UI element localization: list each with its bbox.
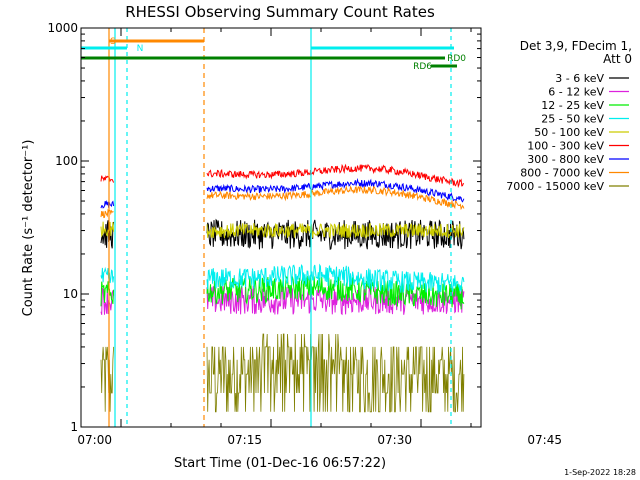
legend-label-2: 12 - 25 keV <box>541 99 604 112</box>
y-tick-label-1: 1 <box>70 420 78 434</box>
axis-layer: 110100100007:0007:1507:3007:4508:0008:15… <box>47 21 562 447</box>
series-7000-15000-seg1 <box>100 346 114 412</box>
legend-label-5: 100 - 300 keV <box>527 140 604 153</box>
series-25-50-seg2 <box>206 263 465 294</box>
legend-label-8: 7000 - 15000 keV <box>506 180 604 193</box>
night-label: N <box>137 44 144 54</box>
series-100-300-seg2 <box>206 163 465 189</box>
generation-timestamp: 1-Sep-2022 18:28 <box>564 468 636 477</box>
x-tick-label-0730: 07:30 <box>377 433 412 447</box>
series-3-6-seg2 <box>206 218 465 251</box>
annotation-layer: S N RD0 RD6 <box>81 28 466 427</box>
x-tick-label-0700: 07:00 <box>77 433 112 447</box>
legend-label-0: 3 - 6 keV <box>555 72 604 85</box>
series-800-7000-seg2 <box>206 185 465 211</box>
legend-label-1: 6 - 12 keV <box>548 86 604 99</box>
y-tick-label-1000: 1000 <box>47 21 78 35</box>
saa-label: S <box>110 37 116 47</box>
series-layer <box>100 163 465 413</box>
legend-label-6: 300 - 800 keV <box>527 153 604 166</box>
series-12-25-seg1 <box>100 281 115 307</box>
y-axis-label: Count Rate (s⁻¹ detector⁻¹) <box>21 140 36 317</box>
legend-heading-line2: Att 0 <box>603 52 632 66</box>
rd6-label: RD6 <box>413 62 432 72</box>
y-tick-label-10: 10 <box>63 287 78 301</box>
chart-title: RHESSI Observing Summary Count Rates <box>125 3 435 21</box>
series-50-100-seg1 <box>100 221 115 238</box>
series-7000-15000-seg2 <box>206 333 465 413</box>
series-800-7000-seg1 <box>100 208 114 219</box>
plot-frame <box>80 27 482 428</box>
series-300-800-seg2 <box>206 177 465 203</box>
legend-label-4: 50 - 100 keV <box>534 126 604 139</box>
x-axis-label: Start Time (01-Dec-16 06:57:22) <box>174 456 386 471</box>
series-300-800-seg1 <box>100 199 115 209</box>
rd0-label: RD0 <box>447 54 466 64</box>
x-tick-label-0745: 07:45 <box>527 433 562 447</box>
legend-heading-line1: Det 3,9, FDecim 1, <box>520 39 632 53</box>
x-tick-label-0715: 07:15 <box>227 433 262 447</box>
series-25-50-seg1 <box>100 266 115 284</box>
legend-label-7: 800 - 7000 keV <box>520 167 604 180</box>
series-50-100-seg2 <box>206 223 465 240</box>
y-tick-label-100: 100 <box>55 154 78 168</box>
series-3-6-seg1 <box>100 220 115 249</box>
series-100-300-seg1 <box>100 175 115 183</box>
legend-label-3: 25 - 50 keV <box>541 113 604 126</box>
